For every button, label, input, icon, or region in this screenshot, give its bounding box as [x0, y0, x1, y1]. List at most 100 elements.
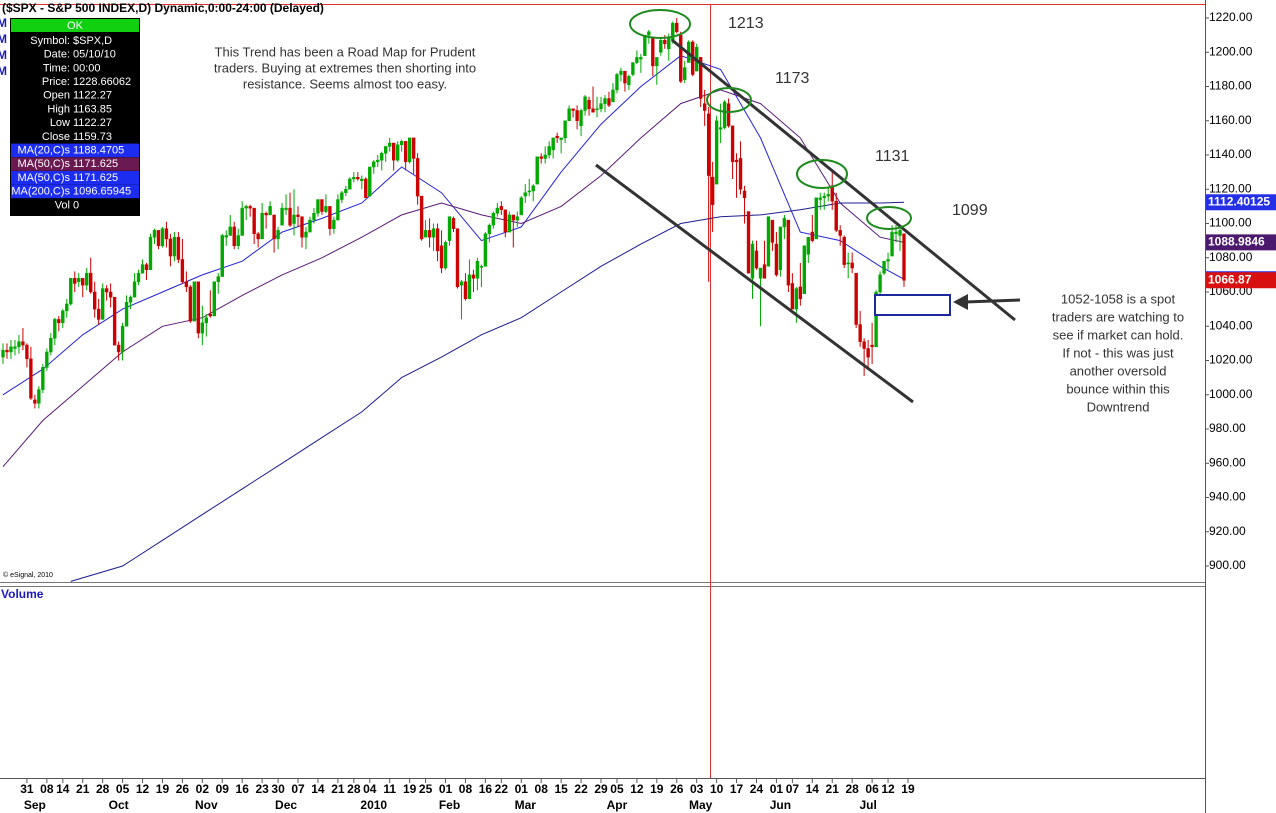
ma-value-label: 1112.40125	[1208, 194, 1270, 208]
arrow-head	[953, 294, 968, 310]
candle-body	[73, 278, 77, 284]
candle-body	[336, 199, 340, 221]
candle-body	[722, 101, 727, 128]
candle-body	[471, 274, 476, 279]
candle-body	[220, 235, 224, 277]
candle-body	[750, 243, 755, 279]
candle-body	[810, 231, 814, 241]
candle-body	[1, 349, 5, 358]
x-tick-label: 10	[710, 782, 724, 796]
x-tick-label: 17	[730, 782, 744, 796]
candle-body	[168, 238, 173, 257]
x-tick-label: 22	[495, 782, 509, 796]
ma-value-label: 1088.9846	[1208, 235, 1265, 249]
candle-body	[260, 212, 264, 240]
candle-body	[128, 296, 133, 303]
candle-body	[774, 243, 779, 276]
x-tick-label: 19	[403, 782, 417, 796]
data-window-label: Price:	[42, 76, 70, 88]
x-tick-label: 05	[116, 782, 130, 796]
month-label: Jul	[859, 798, 876, 812]
comment-text: resistance. Seems almost too easy.	[243, 76, 447, 91]
candle-body	[124, 302, 129, 327]
candle-body	[288, 207, 292, 226]
candle-body	[256, 233, 260, 240]
candle-body	[862, 341, 866, 349]
candle-body	[156, 230, 161, 247]
candle-body	[280, 207, 284, 226]
candle-body	[188, 286, 193, 322]
candle-body	[376, 159, 380, 163]
candle-body	[200, 322, 205, 334]
candle-body	[148, 236, 153, 270]
annotation: 1131	[875, 148, 910, 165]
x-tick-label: 12	[136, 782, 150, 796]
candle-body	[53, 319, 57, 339]
candle-body	[782, 218, 787, 228]
candle-body	[392, 142, 396, 161]
candle-body	[348, 178, 352, 190]
data-window-value: 1171.625	[73, 172, 118, 184]
candle-body	[619, 70, 623, 75]
candle-body	[850, 262, 854, 269]
x-tick-label: 26	[176, 782, 190, 796]
candle-body	[443, 242, 448, 269]
data-window-label: MA(50,C)s	[17, 172, 70, 184]
x-tick-label: 07	[291, 782, 305, 796]
x-tick-label: 23	[255, 782, 269, 796]
data-window-value: 00:00	[73, 62, 101, 74]
candle-body	[898, 230, 902, 236]
candle-body	[77, 278, 81, 282]
candle-body	[487, 224, 492, 235]
candle-body	[467, 274, 472, 300]
candle-body	[718, 127, 723, 130]
candle-body	[814, 197, 818, 240]
data-window-label: MA(50,C)s	[17, 158, 70, 170]
x-tick-label: 08	[40, 782, 54, 796]
candle-body	[37, 389, 41, 404]
candle-body	[607, 98, 611, 106]
data-window-value: 1159.73	[73, 131, 112, 143]
candle-body	[212, 281, 216, 317]
candle-body	[204, 317, 209, 324]
comment-text: This Trend has been a Road Map for Prude…	[215, 44, 476, 59]
trend-markup	[595, 9, 1021, 404]
circle-marker	[629, 9, 691, 39]
side-marker: M	[0, 48, 7, 62]
x-tick-label: 28	[96, 782, 110, 796]
candle-body	[41, 367, 45, 390]
data-window-row-bg	[11, 171, 139, 185]
candle-body	[368, 166, 372, 197]
candle-body	[300, 216, 304, 238]
x-tick-label: 21	[826, 782, 840, 796]
volume-label: Volume	[1, 587, 44, 601]
candle-body	[675, 22, 679, 32]
candle-body	[551, 137, 555, 151]
candle-body	[495, 207, 500, 214]
data-window-label: High	[47, 103, 70, 115]
candle-body	[659, 40, 663, 53]
candle-body	[519, 197, 523, 216]
comment-text: Downtrend	[1087, 399, 1150, 414]
x-tick-label: 28	[845, 782, 859, 796]
x-tick-label: 02	[196, 782, 210, 796]
candle-body	[45, 351, 49, 368]
candle-body	[706, 113, 711, 176]
candle-body	[479, 266, 484, 268]
x-tick-label: 06	[865, 782, 879, 796]
x-tick-label: 08	[535, 782, 549, 796]
candle-body	[507, 214, 511, 233]
y-tick-label: 1200.00	[1209, 44, 1253, 58]
candle-body	[710, 177, 715, 205]
x-tick-label: 29	[594, 782, 608, 796]
comment-text: If not - this was just	[1062, 345, 1174, 360]
candle-body	[698, 57, 703, 99]
candle-body	[830, 185, 834, 202]
candle-body	[790, 283, 795, 310]
y-tick-label: 1100.00	[1209, 216, 1252, 230]
month-label: Nov	[195, 798, 218, 812]
candle-body	[360, 178, 364, 181]
candle-body	[340, 192, 344, 200]
y-tick-label: 900.00	[1209, 558, 1246, 572]
candle-body	[388, 142, 392, 147]
